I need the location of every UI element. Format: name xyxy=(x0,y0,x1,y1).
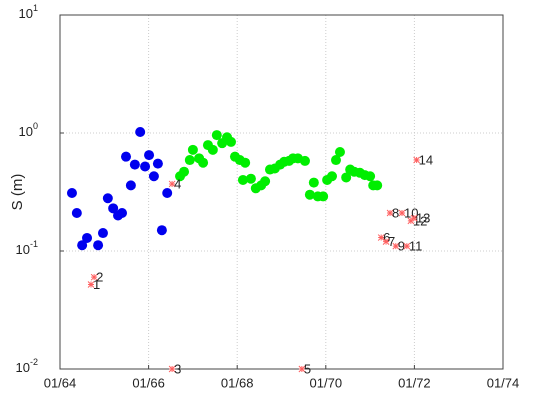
point xyxy=(308,177,319,188)
y-tick-exponent: -1 xyxy=(30,239,38,249)
point xyxy=(117,207,128,218)
point-label: 14 xyxy=(419,152,433,167)
x-tick-label: 01/68 xyxy=(221,375,254,390)
point xyxy=(245,173,256,184)
point xyxy=(179,166,190,177)
y-tick-label: 100 xyxy=(19,121,38,139)
y-tick-base: 10 xyxy=(19,6,33,21)
point-label: 8 xyxy=(392,205,399,220)
point xyxy=(327,171,338,182)
point xyxy=(260,176,271,187)
point xyxy=(184,155,195,166)
point xyxy=(168,180,176,188)
point xyxy=(108,203,119,214)
y-tick-base: 10 xyxy=(16,242,30,257)
point xyxy=(87,281,95,288)
point xyxy=(71,207,82,218)
point xyxy=(198,157,209,168)
point xyxy=(125,180,136,191)
point xyxy=(144,150,155,161)
point xyxy=(162,188,173,199)
point-label: 12 xyxy=(413,213,427,228)
point xyxy=(225,136,236,147)
point xyxy=(334,147,345,158)
point-label: 13 xyxy=(416,211,430,226)
point xyxy=(152,158,163,169)
point xyxy=(377,234,385,241)
point xyxy=(211,130,222,141)
y-tick-base: 10 xyxy=(16,360,30,375)
point xyxy=(299,155,310,166)
point-label: 4 xyxy=(174,176,181,191)
y-tick-label: 101 xyxy=(19,3,38,21)
point xyxy=(382,238,390,246)
point-label: 7 xyxy=(388,234,395,249)
point-label: 11 xyxy=(409,239,423,254)
x-tick-label: 01/74 xyxy=(487,375,520,390)
y-tick-label: 10-1 xyxy=(16,239,38,257)
x-tick-label: 01/72 xyxy=(398,375,431,390)
point xyxy=(365,171,376,182)
point-label: 6 xyxy=(383,230,390,245)
point xyxy=(240,157,251,168)
point xyxy=(372,180,383,191)
x-tick-label: 01/66 xyxy=(132,375,165,390)
point xyxy=(66,188,77,199)
point-label: 1 xyxy=(93,277,100,292)
point xyxy=(413,156,420,164)
point xyxy=(121,151,132,162)
point xyxy=(168,365,176,373)
point xyxy=(187,144,198,155)
point xyxy=(304,189,315,200)
point xyxy=(403,242,411,250)
point-label: 5 xyxy=(304,361,311,376)
point xyxy=(156,225,167,236)
point xyxy=(398,209,406,217)
point xyxy=(318,191,329,202)
point-label: 9 xyxy=(398,239,405,254)
point xyxy=(129,159,140,170)
point xyxy=(102,193,113,204)
y-axis-label: S (m) xyxy=(9,174,26,211)
point xyxy=(90,273,98,281)
point xyxy=(97,228,108,239)
plot-area xyxy=(60,15,503,369)
point xyxy=(140,161,151,172)
point xyxy=(410,214,418,222)
point xyxy=(237,174,248,185)
point-label: 2 xyxy=(96,270,103,285)
point-label: 3 xyxy=(174,361,181,376)
x-tick-label: 01/64 xyxy=(44,375,77,390)
point xyxy=(341,172,352,183)
x-tick-label: 01/70 xyxy=(310,375,343,390)
point xyxy=(392,242,400,250)
y-tick-exponent: 1 xyxy=(33,3,38,13)
y-tick-exponent: 0 xyxy=(33,121,38,131)
point xyxy=(93,240,104,251)
y-tick-label: 10-2 xyxy=(16,357,38,375)
point xyxy=(82,232,93,243)
point xyxy=(77,240,88,251)
point xyxy=(386,209,394,217)
point xyxy=(330,155,341,166)
plot-frame xyxy=(59,14,504,370)
point xyxy=(135,126,146,137)
y-tick-base: 10 xyxy=(19,124,33,139)
y-tick-exponent: -2 xyxy=(30,357,38,367)
point xyxy=(207,144,218,155)
point xyxy=(298,365,306,373)
point xyxy=(148,171,159,182)
